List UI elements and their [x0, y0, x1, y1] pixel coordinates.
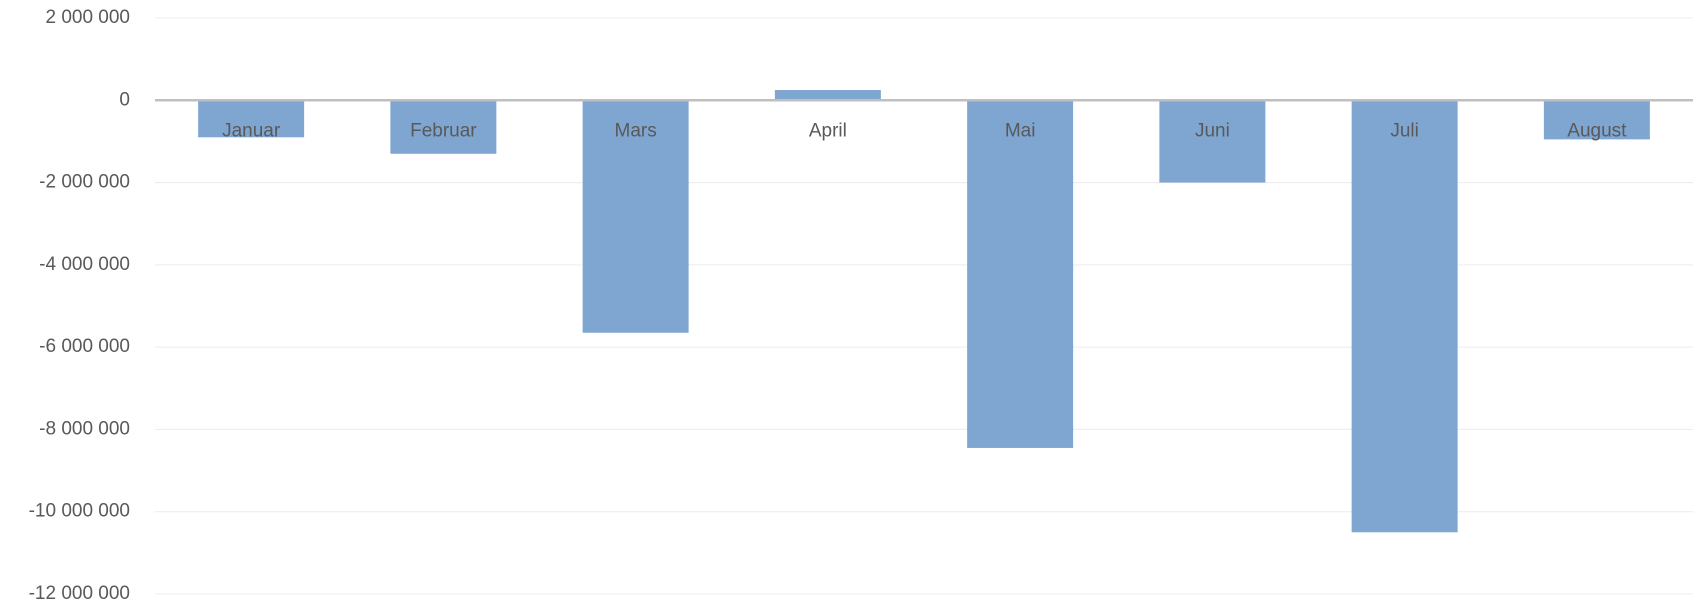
x-tick-label: August — [1567, 120, 1627, 141]
y-tick-label: -4 000 000 — [39, 254, 130, 275]
bar — [1351, 100, 1458, 533]
y-tick-label: -6 000 000 — [39, 336, 130, 357]
x-tick-label: Juni — [1195, 120, 1230, 141]
y-tick-label: -12 000 000 — [29, 583, 130, 604]
y-tick-label: -2 000 000 — [39, 172, 130, 193]
y-tick-label: 0 — [119, 89, 130, 110]
bar — [582, 100, 689, 333]
bar — [1543, 100, 1650, 140]
bar — [774, 90, 881, 101]
bar — [1159, 100, 1266, 183]
bar — [198, 100, 305, 138]
y-tick-label: -10 000 000 — [29, 501, 130, 522]
bar — [967, 100, 1074, 448]
bar — [390, 100, 497, 154]
x-tick-label: April — [809, 120, 847, 141]
y-tick-label: 2 000 000 — [45, 7, 130, 28]
x-tick-label: Mai — [1005, 120, 1036, 141]
x-tick-label: Juli — [1390, 120, 1419, 141]
x-tick-label: Februar — [410, 120, 477, 141]
x-tick-label: Mars — [615, 120, 657, 141]
y-tick-label: -8 000 000 — [39, 418, 130, 439]
x-tick-label: Januar — [222, 120, 281, 141]
